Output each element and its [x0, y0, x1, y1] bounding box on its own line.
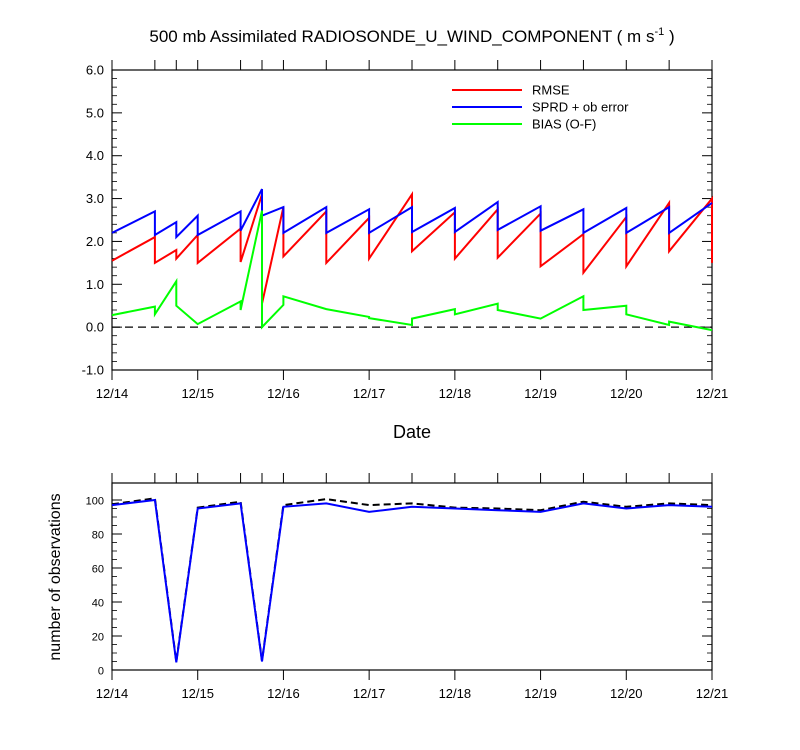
top-y-tick-label: 5.0: [86, 105, 104, 120]
top-series-bias-o-f: [111, 210, 713, 332]
top-x-tick-label: 12/21: [696, 386, 729, 401]
top-series-sprd-ob-error: [111, 188, 713, 240]
top-panel: -1.0 0.0 1.0 2.0 3.0 4.0 5.0 6.0 12/14 12/15 12/16…: [82, 60, 729, 401]
chart-title-prefix: 500 mb Assimilated RADIOSONDE_U_WIND_COM…: [149, 27, 654, 46]
top-y-tick-label: 4.0: [86, 148, 104, 163]
chart-title: 500 mb Assimilated RADIOSONDE_U_WIND_COM…: [149, 26, 674, 46]
bottom-series-possible: [111, 497, 713, 662]
top-x-tick-label: 12/17: [353, 386, 386, 401]
top-y-tick-label: -1.0: [82, 363, 104, 378]
top-x-tick-label: 12/14: [96, 386, 129, 401]
bottom-y-tick-label: 40: [92, 598, 104, 610]
chart-title-superscript: -1: [654, 26, 664, 38]
bottom-x-tick-label: 12/19: [524, 686, 557, 701]
top-y-tick-label: 1.0: [86, 277, 104, 292]
legend-label-rmse: RMSE: [532, 83, 570, 98]
legend: RMSE SPRD + ob error BIAS (O-F): [452, 83, 629, 132]
bottom-x-tick-label: 12/21: [696, 686, 729, 701]
bottom-x-tick-label: 12/20: [610, 686, 643, 701]
top-y-tick-label: 2.0: [86, 234, 104, 249]
chart-title-suffix: ): [664, 27, 674, 46]
top-y-tick-label: 3.0: [86, 191, 104, 206]
top-x-axis-label: Date: [393, 422, 431, 442]
bottom-x-tick-label: 12/15: [181, 686, 214, 701]
legend-label-sprd-ob-error: SPRD + ob error: [532, 100, 629, 115]
bottom-y-tick-label: 100: [86, 496, 104, 508]
bottom-x-tick-label: 12/18: [439, 686, 472, 701]
top-x-tick-label: 12/15: [181, 386, 214, 401]
bottom-series-assimilated: [111, 498, 713, 663]
top-x-tick-label: 12/19: [524, 386, 557, 401]
bottom-x-tick-label: 12/17: [353, 686, 386, 701]
legend-label-bias-o-f: BIAS (O-F): [532, 117, 596, 132]
bottom-y-tick-label: 60: [92, 564, 104, 576]
bottom-y-axis-label: number of observations: [47, 493, 64, 660]
bottom-x-tick-label: 12/16: [267, 686, 300, 701]
top-x-tick-label: 12/16: [267, 386, 300, 401]
top-y-tick-label: 0.0: [86, 320, 104, 335]
bottom-y-tick-label: 20: [92, 632, 104, 644]
top-y-tick-label: 6.0: [86, 63, 104, 78]
bottom-plot-frame: [111, 482, 713, 671]
top-x-tick-label: 12/20: [610, 386, 643, 401]
top-x-tick-label: 12/18: [439, 386, 472, 401]
bottom-y-tick-label: 0: [98, 666, 104, 678]
bottom-panel: 0 20 40 60 80 100 12/14 12/15 12/16 12/17 12/18 12/…: [86, 473, 729, 701]
top-series-rmse: [111, 190, 713, 304]
bottom-y-tick-label: 80: [92, 530, 104, 542]
bottom-x-tick-label: 12/14: [96, 686, 129, 701]
